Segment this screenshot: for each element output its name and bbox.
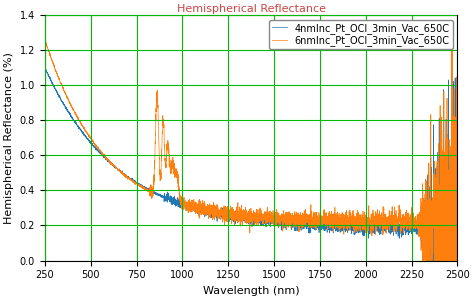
6nmInc_Pt_OCI_3min_Vac_650C — [455, 256, 460, 260]
6nmInc_Pt_OCI_3min_Vac_650C — [420, 259, 426, 262]
X-axis label: Wavelength (nm): Wavelength (nm) — [203, 286, 300, 296]
6nmInc_Pt_OCI_3min_Vac_650C — [300, 225, 306, 229]
6nmInc_Pt_OCI_3min_Vac_650C — [433, 176, 438, 180]
6nmInc_Pt_OCI_3min_Vac_650C — [415, 227, 420, 231]
4nmInc_Pt_OCI_3min_Vac_650C — [42, 65, 48, 68]
4nmInc_Pt_OCI_3min_Vac_650C — [91, 144, 97, 148]
Title: Hemispherical Reflectance: Hemispherical Reflectance — [177, 4, 326, 14]
4nmInc_Pt_OCI_3min_Vac_650C — [424, 259, 430, 262]
4nmInc_Pt_OCI_3min_Vac_650C — [417, 229, 422, 232]
6nmInc_Pt_OCI_3min_Vac_650C — [91, 142, 97, 146]
6nmInc_Pt_OCI_3min_Vac_650C — [417, 216, 422, 220]
Line: 6nmInc_Pt_OCI_3min_Vac_650C: 6nmInc_Pt_OCI_3min_Vac_650C — [45, 36, 457, 261]
4nmInc_Pt_OCI_3min_Vac_650C — [42, 66, 48, 70]
6nmInc_Pt_OCI_3min_Vac_650C — [200, 211, 206, 214]
4nmInc_Pt_OCI_3min_Vac_650C — [433, 259, 438, 262]
4nmInc_Pt_OCI_3min_Vac_650C — [415, 222, 420, 226]
4nmInc_Pt_OCI_3min_Vac_650C — [200, 210, 206, 213]
Y-axis label: Hemispherical Reflectance (%): Hemispherical Reflectance (%) — [4, 52, 14, 224]
Line: 4nmInc_Pt_OCI_3min_Vac_650C: 4nmInc_Pt_OCI_3min_Vac_650C — [45, 67, 457, 261]
4nmInc_Pt_OCI_3min_Vac_650C — [300, 224, 306, 227]
6nmInc_Pt_OCI_3min_Vac_650C — [42, 38, 48, 42]
Legend: 4nmInc_Pt_OCI_3min_Vac_650C, 6nmInc_Pt_OCI_3min_Vac_650C: 4nmInc_Pt_OCI_3min_Vac_650C, 6nmInc_Pt_O… — [269, 20, 453, 50]
6nmInc_Pt_OCI_3min_Vac_650C — [449, 34, 455, 38]
4nmInc_Pt_OCI_3min_Vac_650C — [455, 259, 460, 262]
